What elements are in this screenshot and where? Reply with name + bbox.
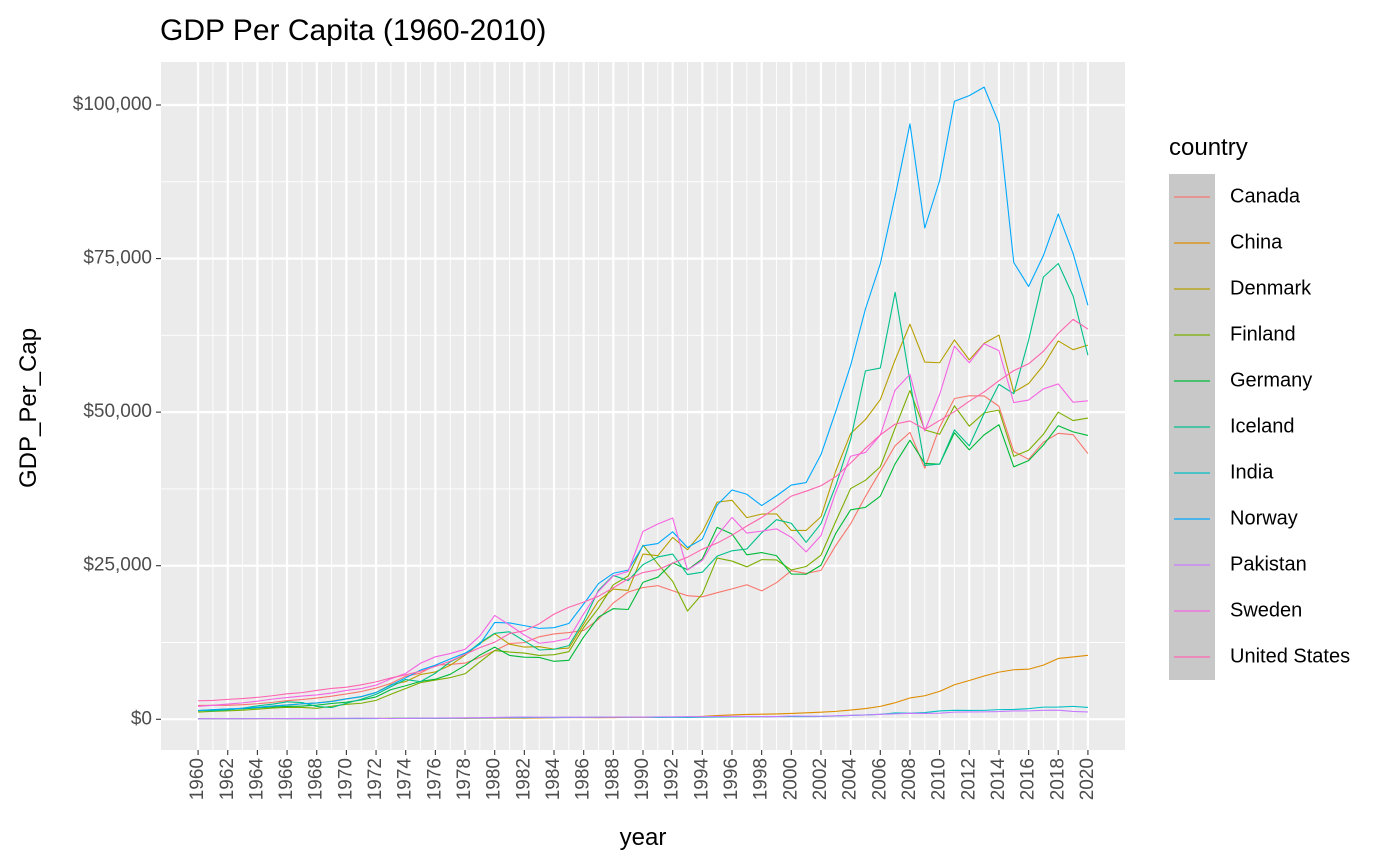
x-tick-label: 2020 <box>1077 758 1098 800</box>
legend-label: United States <box>1230 645 1350 667</box>
legend-title: country <box>1169 134 1248 161</box>
series-line-canada <box>198 395 1089 706</box>
x-tick-label: 1992 <box>662 758 683 800</box>
x-tick-label: 1982 <box>513 758 534 800</box>
y-tick-label: $100,000 <box>73 94 152 115</box>
series-line-iceland <box>198 262 1089 712</box>
legend-label: Germany <box>1230 369 1312 391</box>
x-tick-label: 1966 <box>276 758 297 800</box>
legend-label: Denmark <box>1230 277 1312 299</box>
series-lines <box>198 86 1089 720</box>
x-tick-label: 1994 <box>691 758 712 801</box>
x-tick-label: 2006 <box>869 758 890 800</box>
x-tick-label: 2016 <box>1018 758 1039 800</box>
x-tick-label: 1962 <box>217 758 238 800</box>
x-tick-label: 1960 <box>187 758 208 800</box>
legend-items: Canada China Denmark Finland Germany Iceland I… <box>1169 174 1350 680</box>
x-tick-label: 1998 <box>751 758 772 800</box>
series-line-united-states <box>198 318 1089 702</box>
x-tick-label: 2010 <box>929 758 950 800</box>
x-tick-label: 2012 <box>958 758 979 800</box>
x-tick-label: 1978 <box>454 758 475 800</box>
series-line-sweden <box>198 343 1088 707</box>
x-tick-label: 1972 <box>365 758 386 800</box>
x-tick-label: 2000 <box>780 758 801 800</box>
x-axis: 1960 1962 1964 1966 1968 1970 1972 1974 1976 1978… <box>187 750 1098 800</box>
legend-label: Norway <box>1230 507 1298 529</box>
x-axis-title: year <box>620 824 667 851</box>
x-tick-label: 1988 <box>602 758 623 800</box>
legend-label: Iceland <box>1230 415 1295 437</box>
series-line-pakistan <box>198 709 1088 720</box>
legend: country Canada China Denmark Finland Germany… <box>1169 134 1350 680</box>
legend-label: India <box>1230 461 1274 483</box>
y-tick-label: $0 <box>131 708 152 729</box>
series-line-norway <box>198 86 1089 711</box>
x-tick-label: 2002 <box>810 758 831 800</box>
legend-label: Sweden <box>1230 599 1302 621</box>
plot-panel <box>161 62 1125 750</box>
y-axis: $0 $25,000 $50,000 $75,000 $100,000 <box>73 94 161 729</box>
x-tick-label: 1976 <box>424 758 445 800</box>
x-tick-label: 1996 <box>721 758 742 800</box>
legend-label: Pakistan <box>1230 553 1307 575</box>
x-tick-label: 2018 <box>1047 758 1068 800</box>
x-tick-label: 1968 <box>306 758 327 800</box>
legend-label: Finland <box>1230 323 1296 345</box>
x-tick-label: 2008 <box>899 758 920 800</box>
x-tick-label: 1986 <box>573 758 594 800</box>
x-tick-label: 1990 <box>632 758 653 800</box>
legend-label: Canada <box>1230 185 1301 207</box>
x-tick-label: 1970 <box>335 758 356 800</box>
x-tick-label: 2004 <box>840 758 861 801</box>
x-tick-label: 1980 <box>484 758 505 800</box>
series-line-finland <box>198 389 1089 713</box>
x-tick-label: 2014 <box>988 758 1009 801</box>
y-tick-label: $75,000 <box>83 248 152 269</box>
y-tick-label: $25,000 <box>83 555 152 576</box>
y-tick-label: $50,000 <box>83 401 152 422</box>
x-tick-label: 1984 <box>543 758 564 801</box>
y-axis-title: GDP_Per_Cap <box>15 328 42 488</box>
legend-label: China <box>1230 231 1283 253</box>
x-tick-label: 1974 <box>395 758 416 801</box>
x-tick-label: 1964 <box>246 758 267 801</box>
chart-title: GDP Per Capita (1960-2010) <box>160 14 546 47</box>
